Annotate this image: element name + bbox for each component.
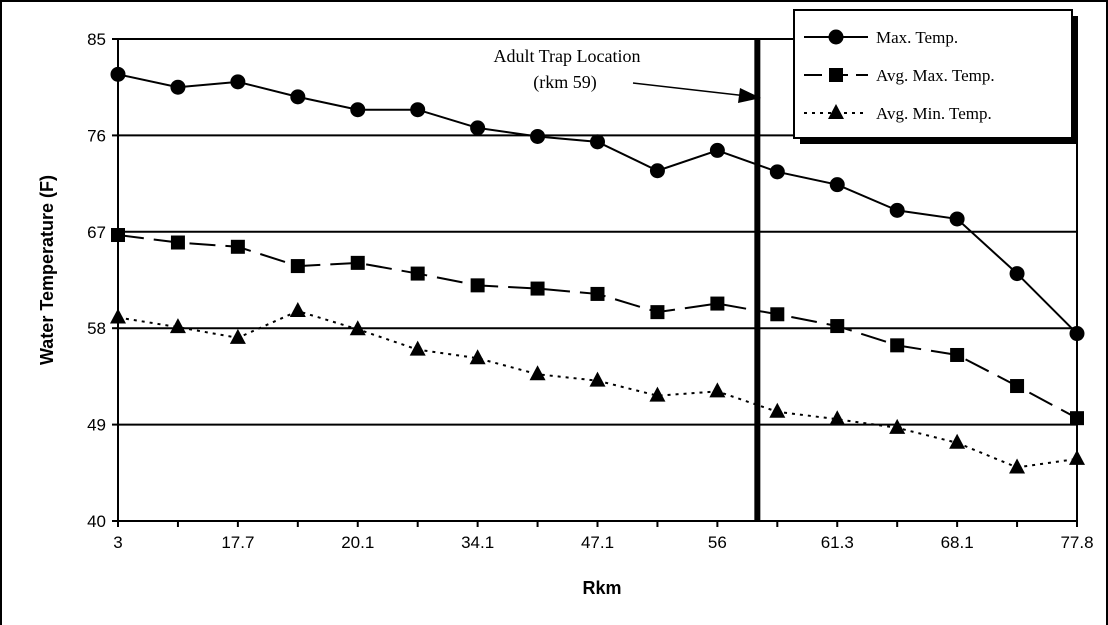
data-point — [530, 281, 545, 296]
y-tick-label: 67 — [87, 223, 106, 242]
series-1 — [111, 228, 1084, 426]
data-point — [770, 307, 785, 322]
data-point — [349, 320, 366, 336]
data-point — [890, 338, 905, 353]
series-2 — [110, 302, 1085, 474]
data-point — [709, 382, 726, 398]
data-point — [590, 134, 605, 150]
data-point — [710, 296, 725, 311]
y-tick-label: 40 — [87, 512, 106, 531]
data-point — [110, 66, 126, 82]
legend-label: Avg. Max. Temp. — [876, 66, 995, 85]
annotation-arrow-shaft — [632, 82, 748, 97]
x-tick-label: 3 — [113, 533, 122, 552]
annotation-line-2: (rkm 59) — [533, 72, 596, 93]
data-point — [709, 142, 725, 158]
data-point — [829, 410, 846, 426]
x-tick-label: 56 — [708, 533, 727, 552]
y-tick-label: 76 — [87, 126, 106, 145]
legend-label: Max. Temp. — [876, 28, 958, 47]
annotation-arrowhead — [738, 88, 761, 103]
data-point — [170, 235, 185, 250]
data-point — [650, 305, 665, 320]
data-point — [830, 319, 845, 334]
x-tick-label: 47.1 — [581, 533, 614, 552]
data-point — [230, 74, 246, 90]
data-point — [410, 102, 426, 118]
data-point — [949, 211, 965, 227]
data-point — [769, 164, 785, 180]
data-point — [1009, 266, 1025, 282]
series-0 — [110, 66, 1085, 342]
legend-marker — [828, 104, 844, 119]
data-point — [1069, 449, 1085, 465]
legend-marker — [828, 29, 844, 45]
data-point — [289, 302, 306, 318]
data-point — [350, 255, 365, 270]
y-tick-label: 49 — [87, 416, 106, 435]
x-tick-label: 20.1 — [341, 533, 374, 552]
data-point — [590, 286, 605, 301]
data-point — [1009, 458, 1026, 474]
series-layer — [110, 66, 1085, 474]
data-point — [111, 228, 125, 243]
data-point — [649, 386, 666, 402]
x-tick-label: 77.8 — [1060, 533, 1093, 552]
data-point — [110, 308, 126, 324]
data-point — [350, 102, 366, 118]
data-point — [889, 418, 906, 434]
series-line — [117, 309, 1078, 469]
data-point — [469, 349, 486, 365]
legend: Max. Temp. Avg. Max. Temp. Avg. Min. Temp. — [793, 9, 1078, 144]
data-point — [529, 365, 546, 381]
data-point — [1069, 326, 1085, 342]
data-point — [470, 120, 486, 136]
y-tick-label: 85 — [87, 30, 106, 49]
data-point — [889, 202, 905, 218]
x-tick-label: 17.7 — [221, 533, 254, 552]
data-point — [290, 89, 306, 105]
data-point — [949, 433, 966, 449]
data-point — [649, 163, 665, 179]
legend-marker — [829, 68, 843, 82]
y-axis-title: Water Temperature (F) — [37, 175, 57, 365]
data-point — [230, 239, 245, 254]
data-point — [170, 79, 186, 95]
y-tick-label: 58 — [87, 319, 106, 338]
data-point — [470, 278, 485, 293]
series-line — [117, 234, 1078, 420]
data-point — [1070, 411, 1084, 426]
x-tick-label: 68.1 — [941, 533, 974, 552]
x-axis-title: Rkm — [582, 578, 621, 598]
trap-location-layer — [632, 39, 761, 521]
data-point — [169, 318, 186, 334]
annotation-line-1: Adult Trap Location — [494, 46, 641, 66]
data-point — [950, 347, 965, 362]
data-point — [229, 328, 246, 344]
axis-layer: 40 49 58 67 76 85 3 17.7 20.1 34.1 47.1 56 61.3 68.1 7… — [87, 30, 1093, 552]
data-point — [1010, 379, 1025, 394]
data-point — [410, 266, 425, 281]
data-point — [829, 177, 845, 193]
data-point — [290, 259, 305, 274]
data-point — [589, 371, 606, 387]
x-tick-label: 34.1 — [461, 533, 494, 552]
legend-label: Avg. Min. Temp. — [876, 104, 992, 123]
x-tick-label: 61.3 — [821, 533, 854, 552]
data-point — [769, 402, 786, 418]
data-point — [409, 340, 426, 356]
data-point — [530, 128, 546, 144]
